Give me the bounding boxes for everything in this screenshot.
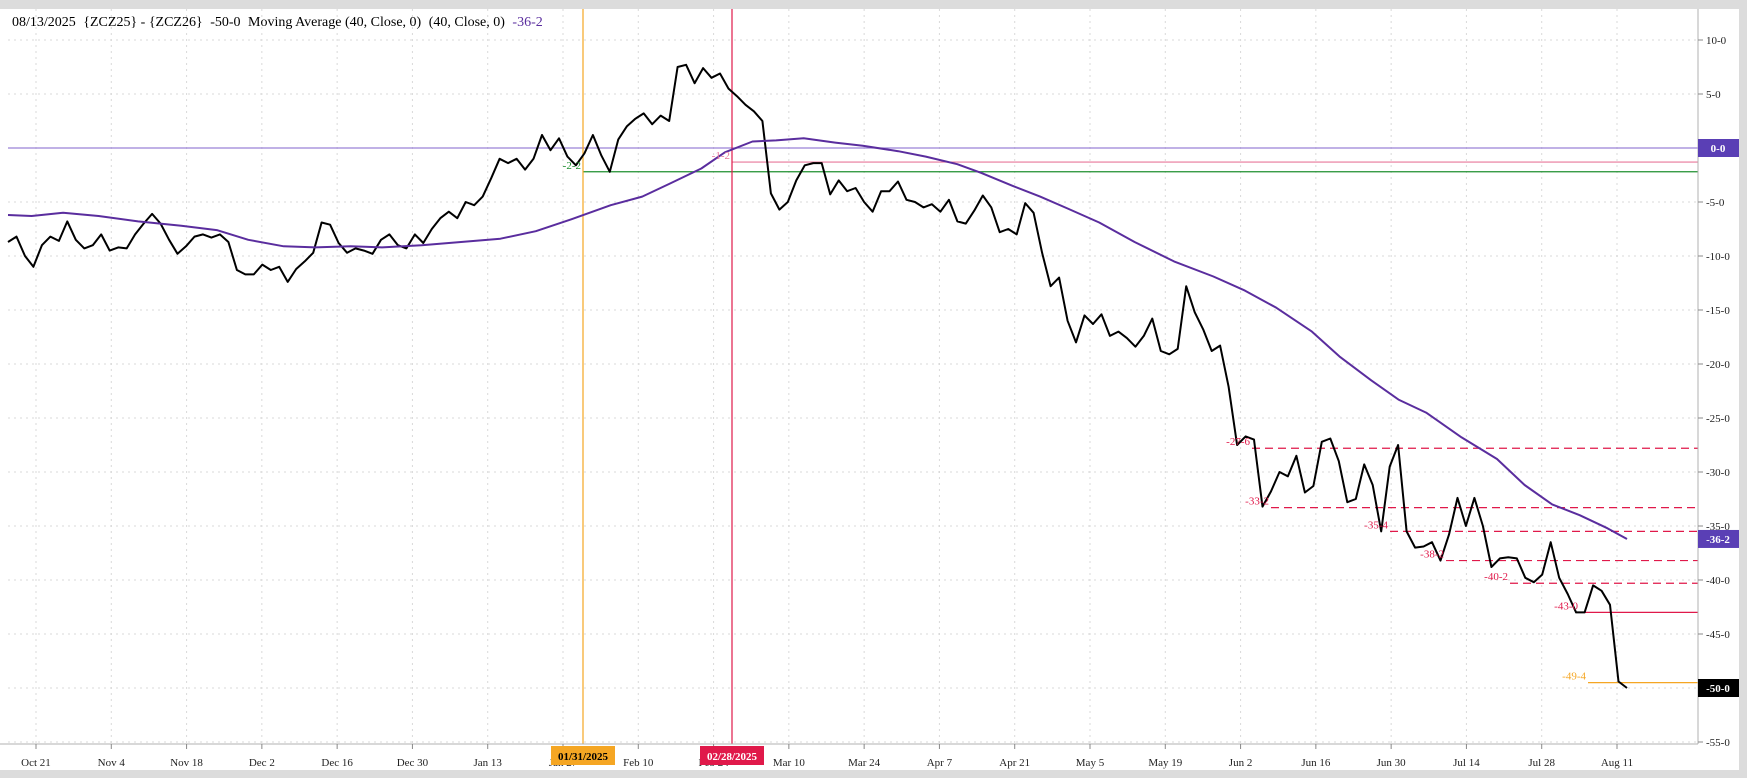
y-tick-label: 5-0	[1706, 89, 1721, 101]
y-tick-label: -10-0	[1706, 251, 1730, 263]
x-tick-label: Dec 2	[249, 757, 275, 769]
y-axis: 10-0 5-0 0-0 -5-0 -10-0 -15-0 -20-0 -25-0 -30-0 -…	[1698, 35, 1730, 749]
level-label: -27-6	[1226, 436, 1250, 448]
grid	[8, 9, 1698, 744]
y-tick-label: -55-0	[1706, 737, 1730, 749]
level-label: -2-2	[563, 160, 581, 172]
level-labels: -2-2 -1-2 -27-6 -33-2 -35-4 -38-2 -40-2 -43-0 -4…	[563, 150, 1587, 683]
x-tick-label: Jun 30	[1377, 757, 1407, 769]
y-tick-label: -25-0	[1706, 413, 1730, 425]
title-symbol: {ZCZ25} - {ZCZ26}	[83, 15, 202, 30]
level-label: -49-4	[1562, 671, 1586, 683]
moving-average-line	[7, 137, 1628, 540]
price-tag-box	[1698, 529, 1739, 548]
top-border	[0, 0, 1747, 9]
date-tag-label: 02/28/2025	[707, 751, 758, 763]
date-tag-label: 01/31/2025	[558, 751, 609, 763]
x-tick-label: Nov 18	[170, 757, 203, 769]
level-label: -35-4	[1364, 519, 1388, 531]
level-label: -33-2	[1245, 496, 1269, 508]
title-study-value: -36-2	[512, 15, 542, 30]
price-tag-box	[1698, 139, 1739, 157]
x-tick-label: Feb 10	[623, 757, 654, 769]
x-tick-label: Jun 16	[1301, 757, 1331, 769]
level-label: -38-2	[1420, 549, 1444, 561]
series	[7, 63, 1628, 689]
x-tick-label: Oct 21	[21, 757, 51, 769]
title-date: 08/13/2025	[12, 15, 76, 30]
price-tags: 0-0 -36-2 -50-0	[1698, 139, 1739, 697]
y-tick-label: 10-0	[1706, 35, 1727, 47]
x-tick-label: Apr 21	[999, 757, 1030, 769]
x-tick-label: May 19	[1148, 757, 1182, 769]
title-last: -50-0	[210, 15, 240, 30]
x-tick-label: May 5	[1076, 757, 1105, 769]
level-label: -43-0	[1554, 600, 1578, 612]
right-border	[1739, 0, 1747, 778]
title-study-params: (40, Close, 0)	[429, 15, 506, 30]
price-tag-label: 0-0	[1711, 143, 1726, 155]
y-tick-label: -20-0	[1706, 359, 1730, 371]
y-tick-label: -40-0	[1706, 575, 1730, 587]
x-tick-label: Jun 2	[1229, 757, 1253, 769]
x-tick-label: Jul 28	[1528, 757, 1555, 769]
x-tick-label: Mar 24	[848, 757, 881, 769]
date-tag-box	[551, 746, 615, 765]
x-tick-label: Jan 13	[474, 757, 503, 769]
vertical-lines	[582, 9, 733, 744]
price-tag-label: -50-0	[1706, 683, 1730, 695]
chart-title: 08/13/2025 {ZCZ25} - {ZCZ26} -50-0 Movin…	[12, 15, 543, 30]
title-study: Moving Average (40, Close, 0)	[248, 15, 421, 30]
x-tick-label: Aug 11	[1601, 757, 1633, 769]
date-tag-box	[700, 746, 764, 765]
price-line	[7, 63, 1628, 689]
bottom-border	[0, 770, 1747, 778]
y-tick-label: -30-0	[1706, 467, 1730, 479]
x-tick-label: Apr 7	[927, 757, 953, 769]
x-tick-label: Nov 4	[98, 757, 126, 769]
level-label: -1-2	[712, 150, 730, 162]
date-tags: 01/31/2025 02/28/2025	[551, 746, 764, 765]
x-tick-label: Mar 10	[773, 757, 806, 769]
y-tick-label: -15-0	[1706, 305, 1730, 317]
y-tick-label: -45-0	[1706, 629, 1730, 641]
level-label: -40-2	[1484, 571, 1508, 583]
price-tag-box	[1698, 679, 1739, 697]
y-tick-label: -5-0	[1706, 197, 1725, 209]
x-tick-label: Dec 16	[321, 757, 353, 769]
x-tick-label: Jul 14	[1453, 757, 1480, 769]
price-tag-label: -36-2	[1706, 534, 1730, 546]
x-tick-label: Dec 30	[397, 757, 429, 769]
